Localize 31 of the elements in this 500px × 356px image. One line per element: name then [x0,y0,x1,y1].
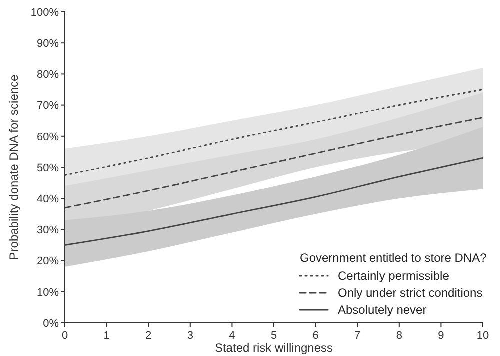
x-tick-label: 7 [354,330,361,342]
x-tick-label: 10 [476,330,490,342]
line-series [64,89,484,176]
x-tick-label: 8 [396,330,402,342]
y-tick-label: 80% [36,69,60,82]
y-tick-label: 10% [36,286,60,299]
line-series [64,117,484,209]
legend-label: Only under strict conditions [338,286,483,300]
x-tick-label: 9 [438,330,444,342]
legend-label: Absolutely never [338,303,427,317]
x-axis-title: Stated risk willingness [214,341,334,355]
y-tick-label: 30% [36,224,60,237]
x-tick-label: 0 [62,330,68,342]
x-tick-label: 3 [187,330,194,342]
y-tick-label: 60% [36,131,60,144]
legend-label: Certainly permissible [338,269,450,283]
y-tick-label: 70% [36,100,60,112]
y-tick-label: 20% [36,256,60,268]
x-tick-label: 1 [104,330,110,342]
y-tick-label: 0% [43,318,60,330]
line-series [64,157,484,246]
x-tick-label: 2 [146,330,152,342]
y-tick-label: 40% [36,193,60,206]
legend-title: Government entitled to store DNA? [300,251,488,265]
x-tick-label: 6 [312,330,319,342]
y-axis-title: Probability donate DNA for science [7,74,21,260]
y-tick-label: 50% [36,162,60,174]
y-tick-label: 100% [30,6,60,19]
x-tick-label: 4 [229,330,236,342]
y-tick-label: 90% [36,38,60,50]
x-tick-label: 5 [270,330,278,342]
